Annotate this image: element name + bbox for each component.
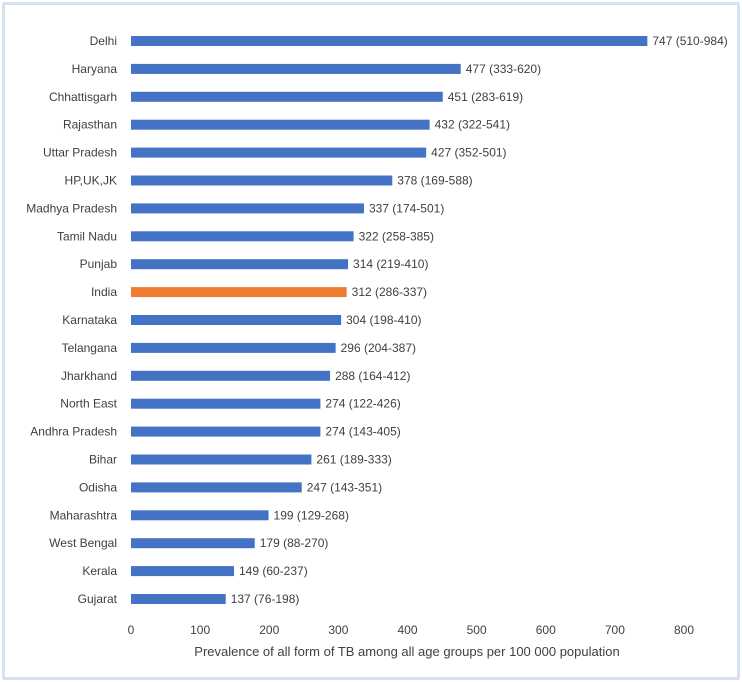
bar-odisha — [131, 482, 302, 493]
value-label-uttar-pradesh: 427 (352-501) — [431, 146, 506, 160]
value-label-haryana: 477 (333-620) — [466, 62, 541, 76]
bar-tamil-nadu — [131, 231, 354, 242]
category-label-rajasthan: Rajasthan — [63, 118, 117, 132]
category-label-tamil-nadu: Tamil Nadu — [57, 229, 117, 243]
category-label-uttar-pradesh: Uttar Pradesh — [43, 146, 117, 160]
category-label-maharashtra: Maharashtra — [50, 508, 118, 522]
bar-delhi — [131, 36, 648, 46]
bar-andhra-pradesh — [131, 426, 321, 437]
category-label-north-east: North East — [60, 397, 117, 411]
category-label-chhattisgarh: Chhattisgarh — [49, 90, 117, 104]
category-label-west-bengal: West Bengal — [49, 536, 117, 550]
value-label-india: 312 (286-337) — [352, 285, 427, 299]
value-label-madhya-pradesh: 337 (174-501) — [369, 201, 444, 215]
value-label-north-east: 274 (122-426) — [325, 397, 400, 411]
category-label-punjab: Punjab — [80, 257, 118, 271]
bar-west-bengal — [131, 538, 255, 549]
x-tick-700: 700 — [605, 623, 625, 637]
bar-gujarat — [131, 594, 226, 604]
x-tick-600: 600 — [536, 623, 556, 637]
bar-india — [131, 287, 347, 298]
value-label-odisha: 247 (143-351) — [307, 480, 382, 494]
category-label-jharkhand: Jharkhand — [61, 369, 117, 383]
x-tick-500: 500 — [467, 623, 487, 637]
category-label-madhya-pradesh: Madhya Pradesh — [26, 201, 117, 215]
bar-chhattisgarh — [131, 91, 443, 102]
value-label-telangana: 296 (204-387) — [341, 341, 416, 355]
category-label-india: India — [91, 285, 117, 299]
value-label-kerala: 149 (60-237) — [239, 564, 308, 578]
category-label-karnataka: Karnataka — [62, 313, 117, 327]
bar-uttar-pradesh — [131, 147, 427, 158]
bar-jharkhand — [131, 370, 331, 381]
category-label-hp-uk-jk: HP,UK,JK — [65, 174, 117, 188]
category-label-andhra-pradesh: Andhra Pradesh — [30, 425, 117, 439]
bar-bihar — [131, 454, 312, 465]
category-label-gujarat: Gujarat — [78, 592, 118, 606]
bar-hp-uk-jk — [131, 175, 393, 186]
x-axis-label: Prevalence of all form of TB among all a… — [194, 644, 619, 659]
category-label-odisha: Odisha — [79, 480, 117, 494]
x-tick-800: 800 — [674, 623, 694, 637]
x-tick-0: 0 — [128, 623, 135, 637]
x-tick-200: 200 — [259, 623, 279, 637]
category-label-kerala: Kerala — [82, 564, 117, 578]
value-label-hp-uk-jk: 378 (169-588) — [397, 174, 472, 188]
x-tick-100: 100 — [190, 623, 210, 637]
value-label-rajasthan: 432 (322-541) — [435, 118, 510, 132]
category-label-telangana: Telangana — [62, 341, 118, 355]
bar-kerala — [131, 566, 234, 577]
bar-north-east — [131, 398, 321, 409]
bar-maharashtra — [131, 510, 269, 521]
bar-punjab — [131, 259, 349, 270]
bar-rajasthan — [131, 119, 430, 130]
value-label-andhra-pradesh: 274 (143-405) — [325, 425, 400, 439]
category-label-delhi: Delhi — [90, 34, 117, 48]
value-label-maharashtra: 199 (129-268) — [274, 508, 349, 522]
category-label-haryana: Haryana — [72, 62, 118, 76]
value-label-west-bengal: 179 (88-270) — [260, 536, 329, 550]
value-label-jharkhand: 288 (164-412) — [335, 369, 410, 383]
bar-telangana — [131, 342, 336, 353]
value-label-punjab: 314 (219-410) — [353, 257, 428, 271]
category-label-bihar: Bihar — [89, 453, 117, 467]
value-label-delhi: 747 (510-984) — [652, 34, 727, 48]
value-label-chhattisgarh: 451 (283-619) — [448, 90, 523, 104]
value-label-gujarat: 137 (76-198) — [231, 592, 300, 606]
x-tick-400: 400 — [397, 623, 417, 637]
x-tick-300: 300 — [328, 623, 348, 637]
value-label-karnataka: 304 (198-410) — [346, 313, 421, 327]
bar-madhya-pradesh — [131, 203, 364, 214]
value-label-bihar: 261 (189-333) — [316, 453, 391, 467]
value-label-tamil-nadu: 322 (258-385) — [359, 229, 434, 243]
bar-karnataka — [131, 315, 342, 325]
bar-haryana — [131, 63, 461, 74]
